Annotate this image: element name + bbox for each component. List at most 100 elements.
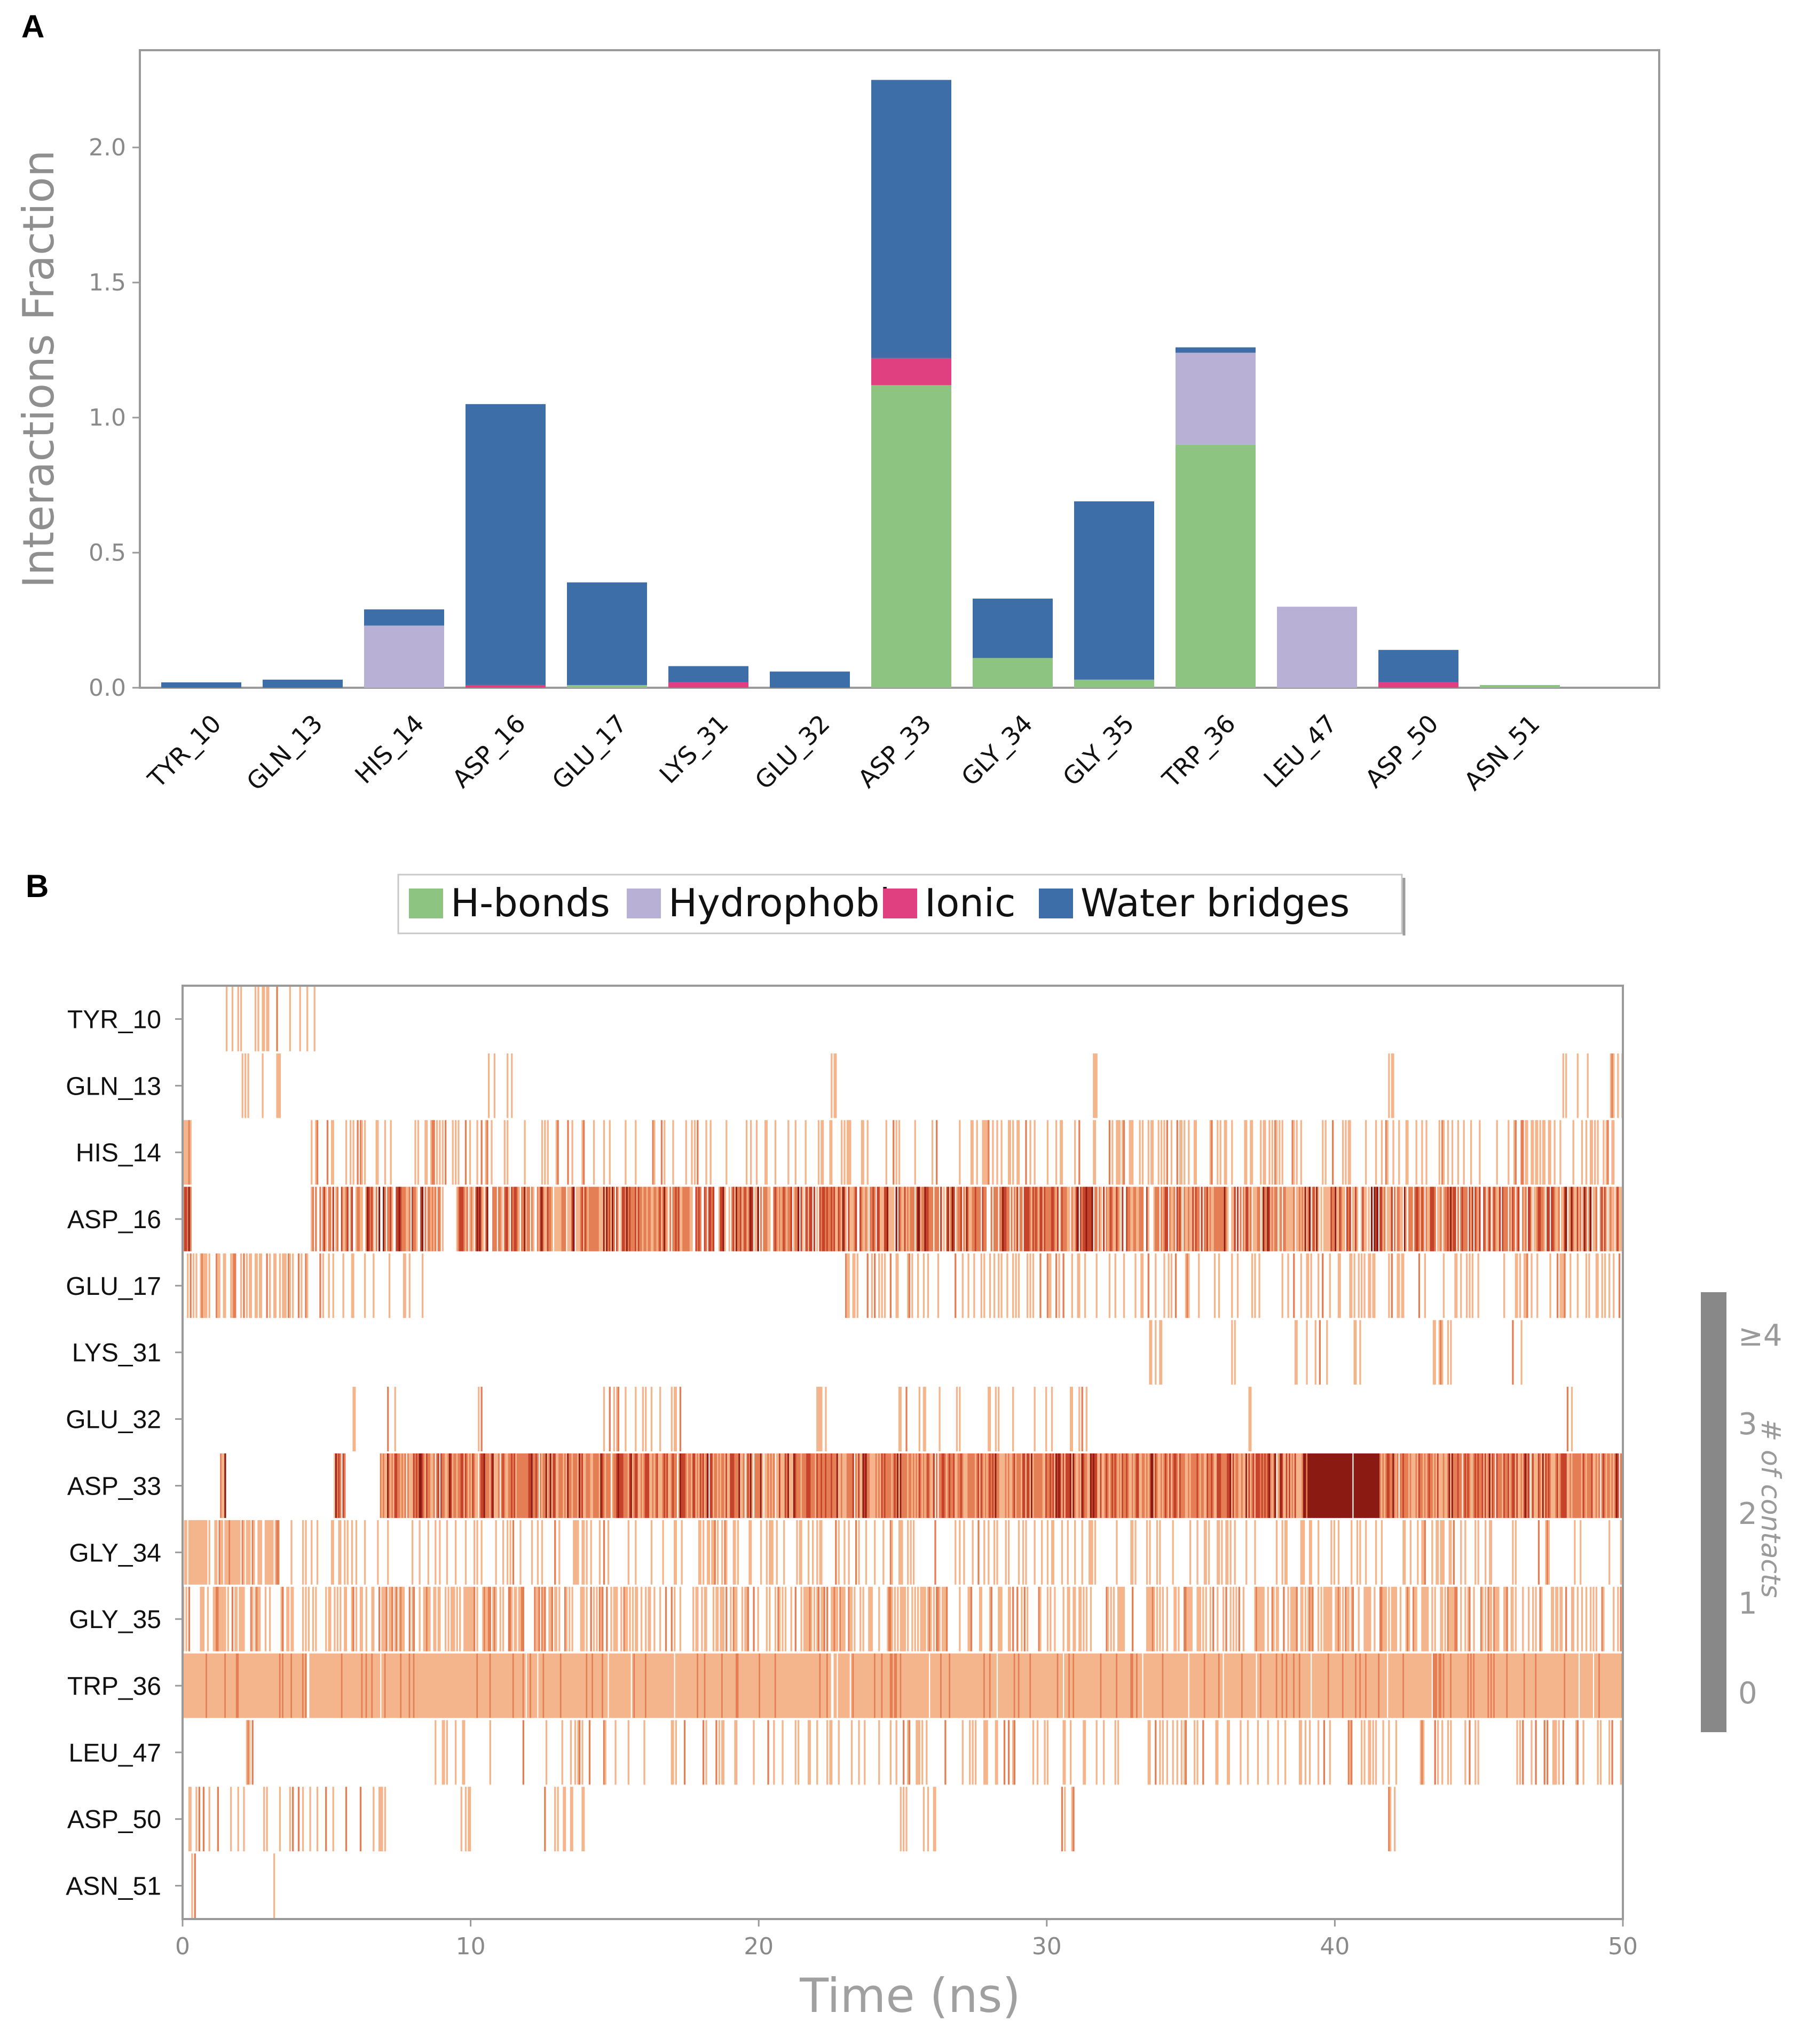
- contact-stripe: [757, 1586, 759, 1652]
- contact-stripe: [1487, 1586, 1489, 1652]
- contact-stripe: [417, 1120, 420, 1185]
- contact-stripe: [1229, 1453, 1232, 1518]
- contact-stripe: [567, 1453, 569, 1518]
- contact-stripe: [748, 1653, 751, 1718]
- contact-stripe: [1078, 1387, 1081, 1451]
- contact-stripe: [1044, 1720, 1046, 1785]
- contact-stripe: [361, 1586, 363, 1652]
- contact-stripe: [1489, 1586, 1491, 1652]
- contact-stripe: [1079, 1186, 1082, 1252]
- contact-stripe: [1542, 1120, 1544, 1185]
- contact-stripe: [473, 1586, 476, 1652]
- contact-stripe: [1188, 1453, 1190, 1518]
- contact-stripe: [1298, 1186, 1301, 1252]
- contact-stripe: [468, 1787, 470, 1852]
- contact-stripe: [612, 1653, 614, 1718]
- contact-stripe: [949, 1653, 951, 1718]
- contact-stripe: [766, 1586, 768, 1652]
- contact-stripe: [941, 1453, 944, 1518]
- contact-stripe: [825, 1653, 827, 1718]
- contact-stripe: [371, 1586, 373, 1652]
- contact-stripe: [1349, 1453, 1351, 1518]
- contact-stripe: [201, 1586, 203, 1652]
- contact-stripe: [1116, 1186, 1118, 1252]
- contact-stripe: [1537, 1653, 1540, 1718]
- contact-stripe: [1450, 1720, 1452, 1785]
- contact-stripe: [1283, 1453, 1285, 1518]
- contact-stripe: [869, 1653, 872, 1718]
- contact-stripe: [224, 1520, 226, 1585]
- contact-stripe: [610, 1186, 612, 1252]
- contact-stripe: [403, 1186, 405, 1252]
- contact-stripe: [388, 1253, 391, 1318]
- contact-stripe: [1141, 1453, 1144, 1518]
- contact-stripe: [246, 1253, 248, 1318]
- contact-stripe: [1032, 1186, 1035, 1252]
- contact-stripe: [262, 1653, 264, 1718]
- contact-stripe: [920, 1186, 922, 1252]
- contact-stripe: [871, 1586, 873, 1652]
- bar-water-bridges: [466, 404, 546, 685]
- contact-stripe: [957, 1453, 959, 1518]
- contact-stripe: [1044, 1453, 1046, 1518]
- contact-stripe: [1279, 1653, 1281, 1718]
- contact-stripe: [270, 1653, 272, 1718]
- contact-stripe: [734, 1720, 736, 1785]
- contact-stripe: [1090, 1586, 1092, 1652]
- bar-h-bonds: [973, 658, 1053, 688]
- contact-stripe: [1206, 1453, 1209, 1518]
- contact-stripe: [1448, 1453, 1450, 1518]
- contact-stripe: [812, 1653, 814, 1718]
- contact-stripe: [891, 1453, 893, 1518]
- contact-stripe: [1308, 1453, 1311, 1518]
- contact-stripe: [345, 1120, 348, 1185]
- contact-stripe: [1617, 1453, 1619, 1518]
- contact-stripe: [1562, 1720, 1564, 1785]
- contact-stripe: [914, 1453, 916, 1518]
- contact-stripe: [1512, 1520, 1514, 1585]
- contact-stripe: [367, 1653, 369, 1718]
- contact-stripe: [423, 1586, 425, 1652]
- contact-stripe: [926, 1453, 928, 1518]
- contact-stripe: [1388, 1453, 1390, 1518]
- contact-stripe: [1384, 1586, 1386, 1652]
- contact-stripe: [1149, 1453, 1151, 1518]
- contact-stripe: [1016, 1120, 1019, 1185]
- contact-stripe: [802, 1186, 804, 1252]
- contact-stripe: [897, 1253, 899, 1318]
- contact-stripe: [470, 1586, 472, 1652]
- contact-stripe: [571, 1653, 573, 1718]
- contact-stripe: [1531, 1120, 1533, 1185]
- contact-stripe: [1469, 1653, 1471, 1718]
- contact-stripe: [745, 1186, 748, 1252]
- contact-stripe: [385, 1453, 388, 1518]
- contact-stripe: [493, 1586, 496, 1652]
- x-category-label: GLN_13: [241, 709, 328, 796]
- contact-stripe: [492, 1453, 494, 1518]
- contact-stripe: [548, 1186, 550, 1252]
- contact-stripe: [1287, 1186, 1289, 1252]
- contact-stripe: [1391, 1253, 1393, 1318]
- contact-stripe: [1146, 1653, 1148, 1718]
- contact-stripe: [1594, 1120, 1596, 1185]
- contact-stripe: [736, 1720, 738, 1785]
- contact-stripe: [681, 1653, 683, 1718]
- contact-stripe: [1527, 1453, 1530, 1518]
- contact-stripe: [1527, 1653, 1530, 1718]
- contact-stripe: [1389, 1787, 1392, 1852]
- contact-stripe: [443, 1653, 445, 1718]
- contact-stripe: [1039, 1653, 1042, 1718]
- contact-stripe: [1263, 1120, 1265, 1185]
- contact-stripe: [1598, 1453, 1600, 1518]
- contact-stripe: [1555, 1586, 1557, 1652]
- contact-stripe: [769, 1186, 771, 1252]
- contact-stripe: [780, 1453, 782, 1518]
- contact-stripe: [916, 1720, 918, 1785]
- contact-stripe: [1150, 1653, 1153, 1718]
- contact-stripe: [1170, 1120, 1173, 1185]
- contact-stripe: [1520, 1453, 1523, 1518]
- contact-stripe: [1069, 1387, 1072, 1451]
- contact-stripe: [385, 1586, 388, 1652]
- contact-stripe: [835, 1053, 837, 1118]
- contact-stripe: [332, 1653, 334, 1718]
